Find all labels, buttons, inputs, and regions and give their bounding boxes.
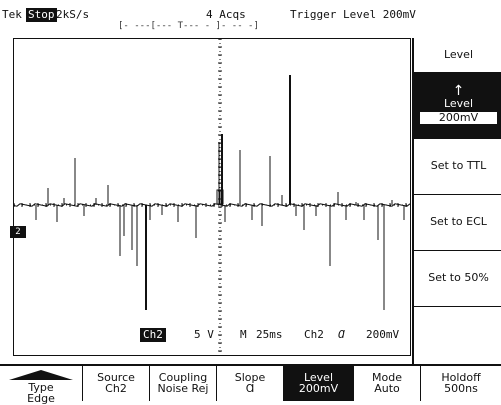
rising-slope-icon: Ɑ [338,328,345,341]
graticule [13,38,411,356]
time-per-div: 25ms [256,328,283,341]
level-button[interactable]: Level 200mV [284,366,354,401]
waveform-display: 2 [0,30,412,364]
trigger-level-value: 200mV [366,328,400,341]
run-state-badge: Stop [26,8,57,22]
bottom-menu: Type Edge Source Ch2 Coupling Noise Rej … [0,364,501,404]
set-to-ecl-button[interactable]: Set to ECL [414,194,501,251]
sample-rate-readout: 2kS/s [56,8,90,21]
waveform-trace [13,75,411,310]
brand-label: Tek [2,8,22,21]
set-to-50-percent-button[interactable]: Set to 50% [414,250,501,307]
channel-ground-marker[interactable]: 2 [10,226,26,238]
rising-slope-icon: Ɑ [245,382,255,395]
timebase-label: M [240,328,247,341]
level-adjust-label: Level [443,97,474,110]
holdoff-button[interactable]: Holdoff 500ns [441,371,481,395]
selected-menu-indicator-icon [9,370,73,380]
graticule-ticks [13,38,407,352]
mode-button[interactable]: Mode Auto [354,366,421,401]
up-arrow-icon: ↑ [452,83,465,99]
trigger-level-readout: Trigger Level 200mV [290,8,416,21]
acquisition-count: 4 Acqs [206,8,246,21]
status-bar: Tek Stop 2kS/s 4 Acqs Trigger Level 200m… [0,8,416,22]
coupling-button[interactable]: Coupling Noise Rej [150,366,217,401]
source-button[interactable]: Source Ch2 [83,366,150,401]
side-menu: Level ↑ Level 200mV Set to TTL Set to EC… [412,38,501,364]
level-adjust-value: 200mV [420,112,497,124]
channel-label: Ch2 [140,328,166,342]
type-button[interactable]: Type Edge [0,366,83,404]
graticule-frame [13,38,411,356]
slope-button[interactable]: Slope Ɑ [217,366,284,401]
trigger-point-marker [216,189,224,205]
side-menu-title: Level [414,38,501,73]
set-to-ttl-button[interactable]: Set to TTL [414,138,501,195]
volts-per-div: 5 V [194,328,214,341]
record-position-bar: [- ---[--- T--- - ]- -- -] [118,21,259,31]
trigger-source-readout: Ch2 [304,328,324,341]
level-adjust-button[interactable]: ↑ Level 200mV [414,72,501,139]
